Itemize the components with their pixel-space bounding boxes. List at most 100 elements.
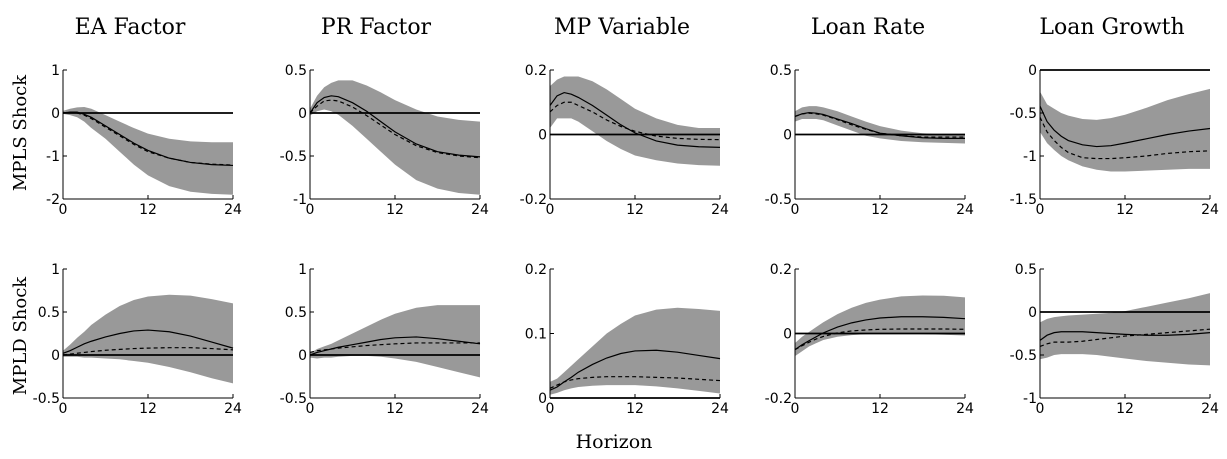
y-tick-label: 0.5	[285, 63, 307, 79]
column-title-ea-factor: EA Factor	[75, 15, 186, 40]
median-response-line	[794, 316, 966, 351]
point-estimate-line	[549, 376, 721, 389]
panel-mpld-shock-loan-rate: 0.20-0.20 12 24	[765, 262, 974, 417]
y-tick-label: -1	[293, 192, 307, 208]
y-tick-label: 0.2	[770, 262, 792, 278]
row-label-mpld-shock: MPLD Shock	[10, 276, 31, 395]
y-tick-label: 1	[51, 63, 60, 79]
x-tick-label: 0	[791, 202, 800, 218]
x-tick-label: 24	[224, 202, 242, 218]
y-tick-label: -0.2	[765, 391, 792, 407]
x-tick-label: 12	[386, 401, 404, 417]
x-axis-label: Horizon	[576, 431, 653, 453]
x-tick-label: 12	[139, 401, 157, 417]
y-tick-label: -0.5	[1010, 106, 1037, 122]
y-tick-label: -0.5	[280, 149, 307, 165]
x-tick-label: 24	[471, 401, 489, 417]
panel-mpls-shock-loan-rate: 0.50-0.50 12 24	[765, 63, 974, 218]
y-tick-label: -1	[1023, 149, 1037, 165]
confidence-band	[1040, 88, 1210, 172]
x-tick-label: 24	[956, 401, 974, 417]
y-tick-label: -0.5	[1010, 348, 1037, 364]
y-tick-label: 0	[1028, 63, 1037, 79]
point-estimate-line	[309, 342, 480, 354]
x-tick-label: 0	[306, 202, 315, 218]
y-tick-label: 0	[538, 391, 547, 407]
panel-mpls-shock-loan-growth: 0-0.5-1-1.50 12 24	[1010, 63, 1219, 218]
x-tick-label: 24	[224, 401, 242, 417]
panel-mpls-shock-mp-variable: 0.20-0.20 12 24	[520, 63, 729, 218]
x-tick-label: 0	[306, 401, 315, 417]
y-tick-label: -1	[46, 149, 60, 165]
point-estimate-line	[62, 111, 234, 166]
y-tick-label: 1	[51, 262, 60, 278]
point-estimate-line	[794, 328, 966, 351]
y-tick-label: 0.5	[285, 305, 307, 321]
y-tick-label: -1	[1023, 391, 1037, 407]
y-tick-label: 0	[538, 128, 547, 144]
panel-mpls-shock-ea-factor: 10-1-20 12 24	[46, 63, 242, 218]
y-tick-label: 1	[298, 262, 307, 278]
confidence-band	[795, 295, 965, 357]
x-tick-label: 24	[956, 202, 974, 218]
y-tick-label: 0	[783, 327, 792, 343]
x-tick-label: 12	[139, 202, 157, 218]
y-tick-label: 0	[51, 348, 60, 364]
y-tick-label: 0	[298, 348, 307, 364]
y-tick-label: -0.5	[280, 391, 307, 407]
panel-mpld-shock-pr-factor: 10.50-0.50 12 24	[280, 262, 489, 417]
column-title-loan-rate: Loan Rate	[811, 15, 925, 40]
median-response-line	[794, 111, 965, 139]
y-tick-label: 0	[298, 106, 307, 122]
x-tick-label: 12	[386, 202, 404, 218]
y-tick-label: -0.2	[520, 192, 547, 208]
median-response-line	[549, 91, 721, 148]
panels-group: 10-1-20 12 240.50-0.5-10 12 240.20-0.20 12 240…	[33, 63, 1219, 417]
confidence-band	[63, 294, 233, 384]
panel-mpld-shock-mp-variable: 0.2 0.1 00 12 24	[525, 262, 729, 417]
y-tick-label: 0.5	[770, 63, 792, 79]
confidence-band	[550, 76, 720, 166]
point-estimate-line	[794, 112, 965, 138]
x-tick-label: 0	[546, 401, 555, 417]
median-response-line	[62, 111, 234, 167]
x-tick-label: 12	[871, 401, 889, 417]
confidence-band	[310, 80, 480, 195]
median-response-line	[1039, 105, 1211, 148]
x-tick-label: 12	[626, 401, 644, 417]
x-tick-label: 12	[871, 202, 889, 218]
y-tick-label: 0	[783, 128, 792, 144]
x-tick-label: 0	[1036, 202, 1045, 218]
column-title-loan-growth: Loan Growth	[1039, 15, 1184, 40]
column-title-mp-variable: MP Variable	[554, 15, 690, 40]
y-tick-label: 0.1	[525, 327, 547, 343]
x-tick-label: 24	[1201, 202, 1219, 218]
confidence-band	[310, 305, 480, 378]
median-response-line	[1039, 331, 1211, 341]
x-tick-label: 0	[59, 401, 68, 417]
y-tick-label: -0.5	[33, 391, 60, 407]
y-tick-label: -0.5	[765, 192, 792, 208]
y-tick-label: 0.5	[1015, 262, 1037, 278]
y-tick-label: 0.5	[38, 305, 60, 321]
y-tick-label: 0	[51, 106, 60, 122]
x-tick-label: 0	[59, 202, 68, 218]
x-tick-label: 12	[626, 202, 644, 218]
x-tick-label: 24	[711, 401, 729, 417]
y-tick-label: -2	[46, 192, 60, 208]
panel-mpls-shock-pr-factor: 0.50-0.5-10 12 24	[280, 63, 489, 218]
x-tick-label: 24	[471, 202, 489, 218]
x-tick-label: 0	[1036, 401, 1045, 417]
y-tick-label: 0	[1028, 305, 1037, 321]
x-tick-label: 24	[1201, 401, 1219, 417]
y-tick-label: 0.2	[525, 262, 547, 278]
column-title-pr-factor: PR Factor	[321, 15, 432, 40]
x-tick-label: 12	[1116, 401, 1134, 417]
median-response-line	[62, 329, 234, 354]
point-estimate-line	[309, 99, 481, 159]
panel-mpld-shock-ea-factor: 10.50-0.50 12 24	[33, 262, 242, 417]
median-response-line	[309, 95, 481, 158]
x-tick-label: 24	[711, 202, 729, 218]
